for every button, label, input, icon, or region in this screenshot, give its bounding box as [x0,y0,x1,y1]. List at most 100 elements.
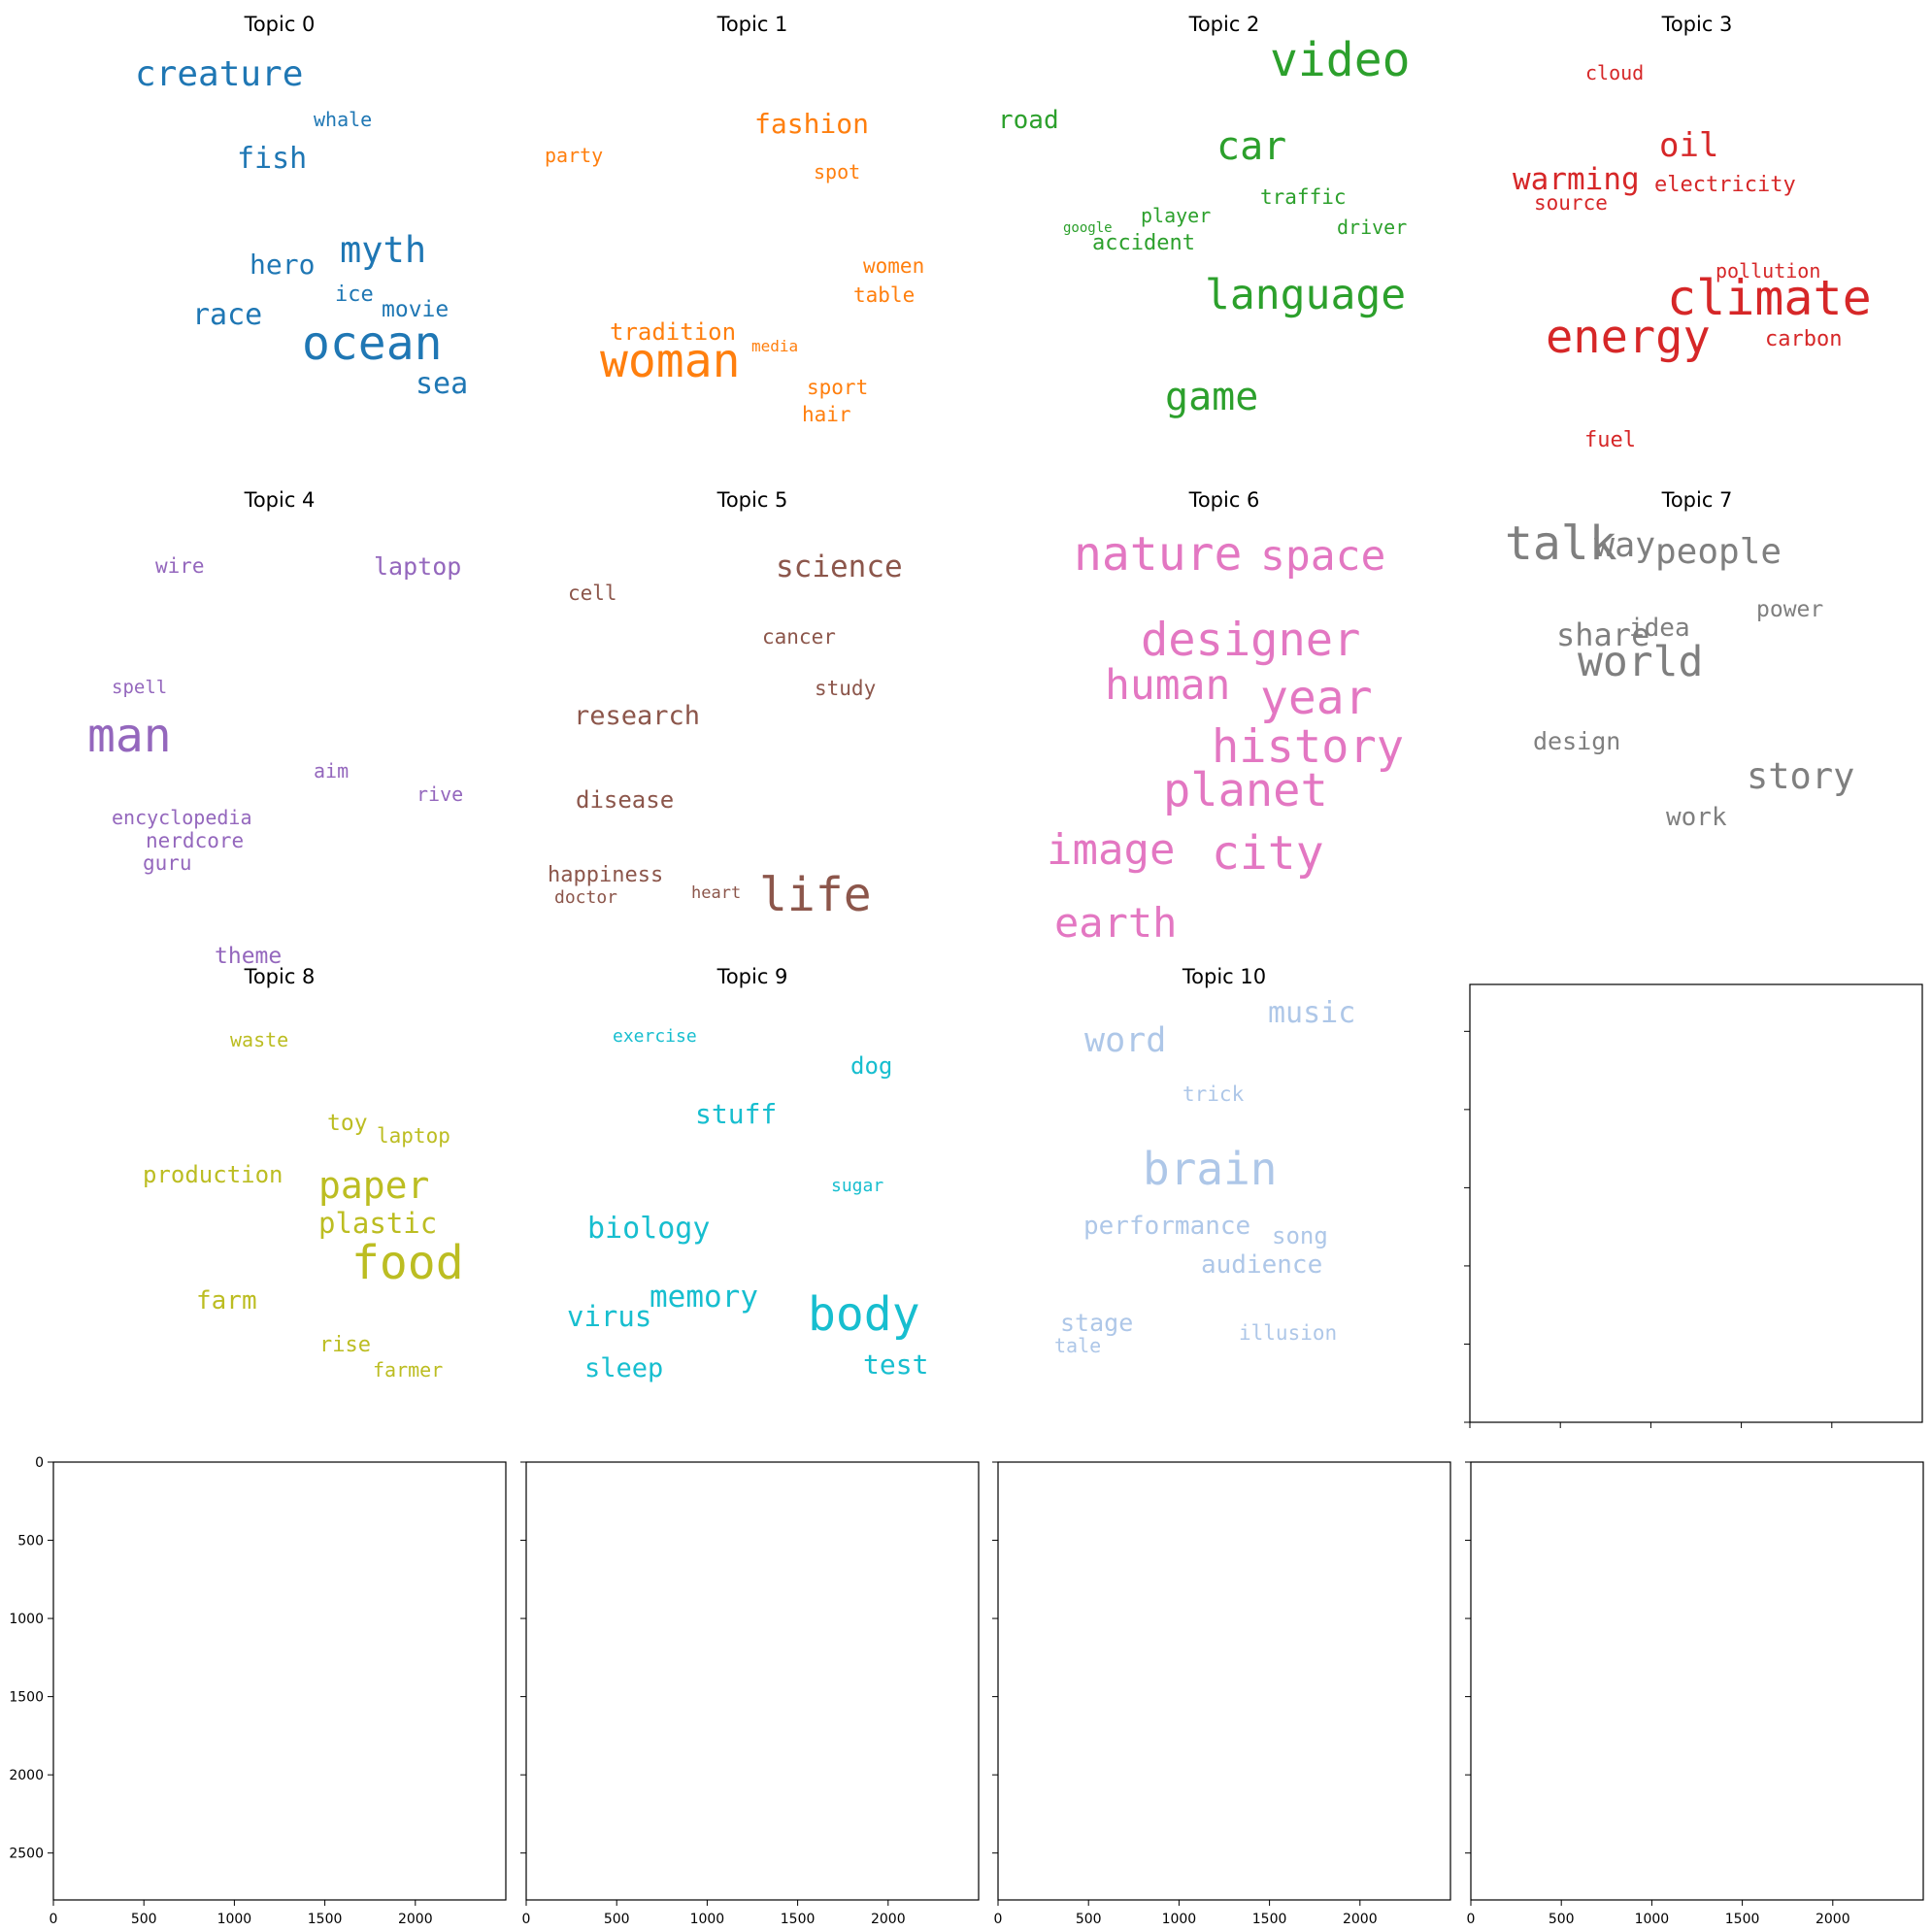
cloud-word: farmer [373,1358,443,1382]
cloud-word: cell [568,582,617,605]
wordcloud-panel: Topic 3 cloud oil warming electricity source p… [1513,13,1872,452]
cloud-word: talk [1505,516,1617,571]
cloud-word: plastic [318,1207,437,1240]
panel-title: Topic 5 [716,488,788,512]
x-tick-label: 2000 [1343,1912,1378,1927]
cloud-word: sea [416,367,468,401]
panel-title: Topic 1 [716,13,788,36]
cloud-word: sleep [584,1353,663,1383]
x-tick-label: 1000 [690,1912,725,1927]
cloud-word: earth [1054,899,1177,947]
cloud-word: heart [691,883,741,903]
x-tick-label: 500 [604,1912,630,1927]
axes-frame [1469,983,1923,1423]
cloud-word: exercise [613,1026,697,1047]
cloud-word: hair [802,403,851,426]
cloud-word: performance [1083,1212,1250,1241]
x-tick-label: 0 [50,1912,58,1927]
x-tick-label: 500 [1076,1912,1102,1927]
cloud-word: rise [319,1333,371,1357]
cloud-word: spell [112,677,167,698]
cloud-word: women [863,254,924,278]
wordcloud-panel: Topic 4 wire laptop spell man aim rive encyclop… [87,488,463,969]
x-tick-label: 0 [1467,1912,1476,1927]
cloud-word: pollution [1715,259,1820,283]
cloud-word: waste [230,1028,288,1051]
cloud-word: language [1205,271,1406,319]
cloud-word: disease [576,786,674,814]
cloud-word: energy [1546,311,1711,364]
cloud-word: guru [143,851,192,875]
wordcloud-panel: Topic 5 science cell cancer study research dis… [548,488,903,922]
cloud-word: toy [327,1111,368,1136]
wordcloud-panel: Topic 2 video road car traffic google player dr… [998,13,1411,419]
cloud-word: share [1556,616,1649,653]
cloud-word: science [776,549,903,584]
cloud-word: source [1534,191,1608,215]
cloud-word: brain [1143,1143,1277,1195]
cloud-word: fish [237,142,307,176]
cloud-word: tale [1054,1334,1101,1357]
cloud-word: electricity [1654,173,1796,197]
x-tick-label: 2000 [1815,1912,1850,1927]
cloud-word: laptop [377,1124,450,1148]
empty-axes-panel: 0 500 1000 1500 2000 0 500 1000 1500 2000 2500 [9,1455,507,1927]
cloud-word: video [1270,33,1411,87]
x-tick-label: 500 [131,1912,157,1927]
empty-axes-panel: 0 500 1000 1500 2000 [1465,1461,1924,1927]
cloud-word: research [574,701,700,731]
wordcloud-panel: Topic 8 waste toy laptop production paperplas… [143,965,464,1382]
cloud-word: world [1578,638,1703,686]
cloud-word: google [1063,220,1113,236]
cloud-word: city [1212,826,1324,881]
cloud-word: trick [1183,1082,1245,1106]
panel-title: Topic 6 [1188,488,1260,512]
x-tick-label: 2000 [871,1912,906,1927]
cloud-word: way [1594,526,1655,565]
cloud-word: human [1105,661,1230,710]
cloud-word: cloud [1585,61,1644,84]
panel-title: Topic 9 [716,965,788,988]
cloud-word: sugar [831,1176,883,1196]
cloud-word: sport [807,376,868,399]
x-tick-label: 1500 [308,1912,343,1927]
cloud-word: people [1655,532,1782,572]
axes-frame [52,1461,507,1901]
cloud-word: fashion [754,108,869,140]
panel-title: Topic 10 [1182,965,1266,988]
panel-title: Topic 0 [244,13,316,36]
cloud-word: history [1212,720,1404,774]
cloud-word: idea [1629,614,1690,643]
cloud-word: accident [1092,231,1195,255]
cloud-word: designer [1141,614,1360,667]
cloud-word: player [1141,204,1211,227]
cloud-word: life [759,868,872,922]
cloud-word: space [1260,532,1385,581]
y-tick-label: 2000 [9,1768,44,1783]
x-tick-label: 1500 [1252,1912,1287,1927]
cloud-word: creature [135,54,303,94]
x-tick-label: 0 [522,1912,531,1927]
wordcloud-panel: Topic 9 exercise dog stuff sugar biology memor… [567,965,928,1383]
cloud-word: music [1268,996,1355,1030]
cloud-word: road [998,106,1059,135]
cloud-word: work [1666,803,1727,832]
x-tick-label: 1500 [1725,1912,1760,1927]
cloud-word: year [1260,671,1373,725]
cloud-word: dog [850,1052,892,1080]
cloud-word: planet [1163,764,1328,817]
cloud-word: production [143,1161,283,1188]
panel-title: Topic 2 [1188,13,1260,36]
y-tick-label: 1000 [9,1612,44,1627]
empty-axes-panel: 0 500 1000 1500 2000 [992,1461,1451,1927]
cloud-word: word [1084,1021,1166,1060]
wordcloud-panel: Topic 10 word music trick brain performance so… [1054,965,1355,1357]
axes-frame [1470,1461,1924,1901]
cloud-word: cancer [762,625,836,649]
cloud-word: hero [250,249,315,281]
cloud-word: encyclopedia [112,806,252,829]
cloud-word: driver [1337,216,1407,239]
cloud-word: illusion [1239,1321,1337,1345]
